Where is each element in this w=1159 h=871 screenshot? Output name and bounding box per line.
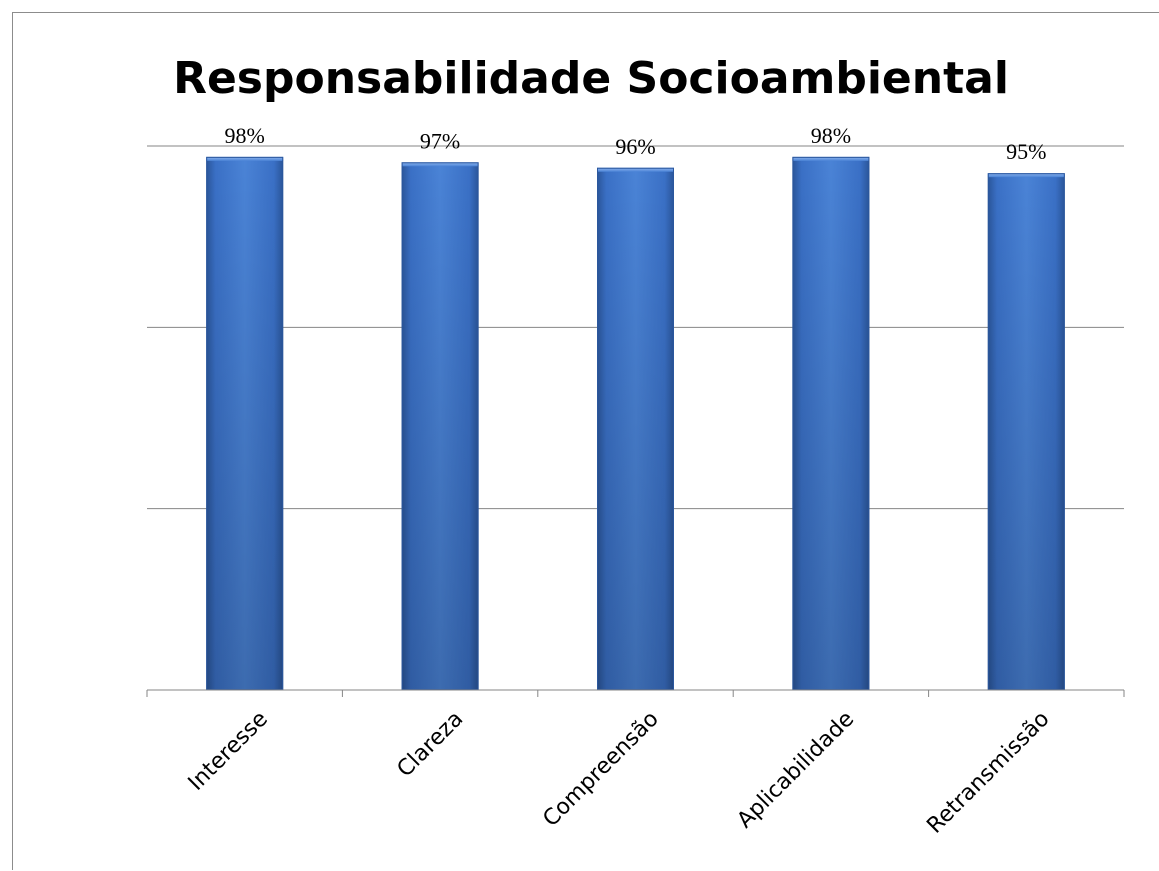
bar-shade: [206, 156, 284, 690]
bar-shade: [597, 167, 674, 690]
chart-frame: Responsabilidade Socioambiental 98% 97% 96…: [12, 12, 1159, 870]
data-label: 96%: [615, 134, 655, 159]
data-label: 98%: [225, 123, 265, 148]
bar-top-highlight: [401, 162, 479, 167]
chart-title: Responsabilidade Socioambiental: [173, 53, 1009, 104]
x-axis: [146, 689, 1125, 697]
bar-chart: Responsabilidade Socioambiental 98% 97% 96…: [146, 53, 1125, 839]
bars: [206, 156, 1065, 690]
bar-shade: [401, 162, 479, 690]
bar: [206, 156, 284, 690]
bar-shade: [792, 156, 870, 690]
data-label: 95%: [1006, 139, 1046, 164]
category-label: Clareza: [393, 707, 469, 783]
category-label: Aplicabilidade: [733, 707, 860, 834]
bar-top-highlight: [792, 156, 870, 161]
data-labels: 98% 97% 96% 98% 95%: [225, 123, 1047, 164]
category-labels: Interesse Clareza Compreensão Aplicabilidad…: [184, 707, 1055, 839]
category-label: Retransmissão: [922, 707, 1054, 839]
category-label: Interesse: [184, 707, 273, 796]
data-label: 97%: [420, 128, 460, 153]
bar-shade: [987, 173, 1065, 690]
bar-top-highlight: [206, 156, 284, 161]
bar: [987, 173, 1065, 690]
bar: [792, 156, 870, 690]
bar: [401, 162, 479, 690]
bar: [597, 167, 674, 690]
data-label: 98%: [811, 123, 851, 148]
bar-top-highlight: [597, 167, 674, 172]
bar-top-highlight: [987, 173, 1065, 178]
category-label: Compreensão: [538, 707, 663, 832]
